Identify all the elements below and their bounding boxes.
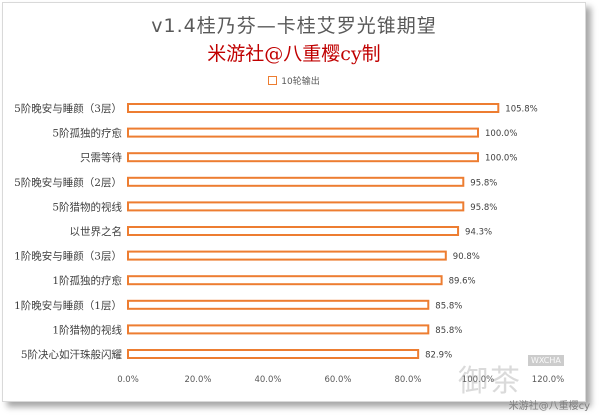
bar [127, 103, 500, 113]
watermark-tag: WXCHA [528, 355, 564, 366]
category-label: 5阶孤独的疗愈 [52, 127, 122, 140]
data-label: 100.0% [485, 129, 517, 139]
category-label: 1阶孤独的疗愈 [52, 274, 122, 287]
bar [127, 299, 430, 310]
data-label: 94.3% [465, 228, 492, 238]
x-tick-label: 20.0% [184, 375, 211, 385]
category-label: 5阶晚安与睡颜（2层） [14, 176, 122, 189]
watermark-logo: 御茶 [458, 364, 522, 399]
category-label: 只需等待 [80, 151, 122, 164]
category-label: 以世界之名 [70, 225, 123, 238]
data-label: 105.8% [505, 105, 537, 115]
category-label: 1阶晚安与睡颜（3层） [14, 250, 122, 263]
chart-title: v1.4桂乃芬—卡桂艾罗光锥期望 [151, 15, 437, 37]
category-label: 5阶晚安与睡颜（3层） [14, 102, 122, 115]
credit-text: 米游社@八重樱cy [508, 401, 590, 412]
data-label: 90.8% [453, 252, 480, 262]
x-tick-label: 60.0% [324, 375, 351, 385]
bar [127, 152, 479, 163]
data-label: 82.9% [425, 351, 452, 361]
data-label: 100.0% [485, 154, 517, 164]
bar [127, 226, 460, 236]
legend-swatch [268, 76, 278, 85]
x-tick-label: 40.0% [254, 375, 281, 385]
chart-legend: 10轮输出 [3, 74, 585, 87]
data-label: 89.6% [449, 277, 476, 287]
bar [127, 275, 443, 286]
bar [127, 127, 479, 138]
category-label: 1阶猎物的视线 [52, 323, 122, 336]
data-label: 85.8% [435, 301, 462, 311]
data-label: 95.8% [470, 178, 497, 188]
x-tick-label: 80.0% [394, 375, 421, 385]
category-label: 5阶决心如汗珠般闪耀 [21, 348, 123, 361]
bar [127, 349, 420, 359]
data-label: 95.8% [470, 203, 497, 213]
bar [127, 176, 465, 187]
legend-label: 10轮输出 [281, 77, 320, 87]
bar [127, 250, 447, 261]
category-label: 5阶猎物的视线 [52, 200, 122, 213]
x-tick-label: 0.0% [117, 375, 139, 385]
data-label: 85.8% [435, 326, 462, 336]
chart-subtitle: 米游社@八重樱cy制 [207, 43, 381, 65]
x-tick-label: 120.0% [532, 375, 564, 385]
bar [127, 324, 430, 335]
x-tick-label: 100.0% [462, 375, 494, 385]
bar [127, 201, 465, 212]
category-label: 1阶晚安与睡颜（1层） [14, 299, 122, 312]
